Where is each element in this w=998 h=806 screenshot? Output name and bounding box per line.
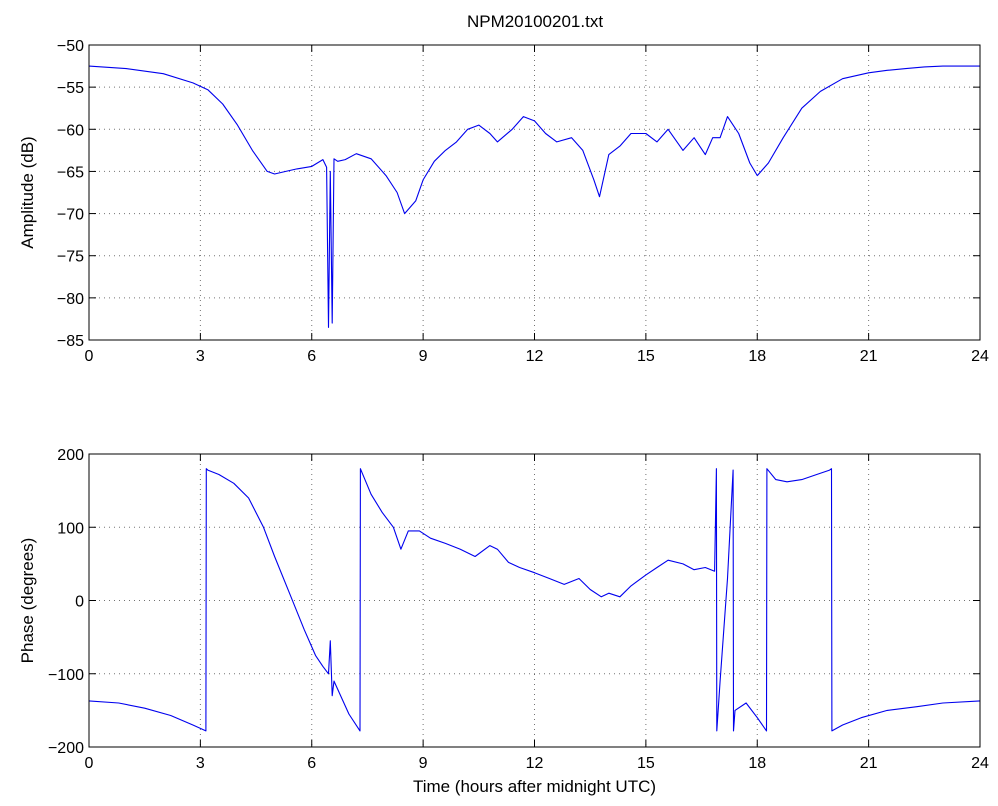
x-tick-label: 18	[748, 755, 766, 772]
y-tick-label: −50	[57, 38, 84, 55]
x-tick-label: 21	[860, 755, 878, 772]
y-tick-label: −85	[57, 333, 84, 350]
x-tick-label: 3	[196, 755, 205, 772]
x-tick-label: 9	[419, 755, 428, 772]
amplitude-series-line	[88, 65, 980, 328]
figure-title: NPM20100201.txt	[467, 12, 603, 31]
x-tick-label: 0	[85, 755, 94, 772]
y-tick-label: −200	[48, 740, 84, 757]
x-tick-label: 12	[526, 755, 544, 772]
y-tick-label: 100	[57, 520, 84, 537]
x-tick-label: 24	[971, 755, 989, 772]
amplitude-panel: 0 3 6 9 12 15 18 21 24 −85 −80 −75 −70 −65 −60 −55 −50 Am…	[18, 38, 989, 365]
y-tick-label: −65	[57, 164, 84, 181]
y-tick-label: −60	[57, 122, 84, 139]
phase-panel: 0 3 6 9 12 15 18 21 24 −200 −100 0 100 200 Phase (degr…	[18, 447, 989, 796]
x-tick-label: 0	[85, 348, 94, 365]
x-tick-label: 24	[971, 348, 989, 365]
y-tick-label: −75	[57, 249, 84, 266]
y-tick-label: −100	[48, 667, 84, 684]
y-tick-label: 200	[57, 447, 84, 464]
phase-series-line	[88, 468, 981, 732]
x-axis-title: Time (hours after midnight UTC)	[413, 777, 656, 796]
x-tick-label: 6	[307, 348, 316, 365]
x-tick-label: 6	[307, 755, 316, 772]
y-tick-label: 0	[75, 594, 84, 611]
x-tick-label: 18	[748, 348, 766, 365]
x-tick-label: 15	[637, 755, 655, 772]
x-tick-label: 12	[526, 348, 544, 365]
y-tick-label: −55	[57, 80, 84, 97]
x-tick-label: 3	[196, 348, 205, 365]
y-axis-title: Phase (degrees)	[18, 538, 37, 664]
x-tick-label: 21	[860, 348, 878, 365]
y-tick-label: −70	[57, 207, 84, 224]
y-tick-label: −80	[57, 291, 84, 308]
x-tick-label: 15	[637, 348, 655, 365]
x-tick-label: 9	[419, 348, 428, 365]
y-axis-title: Amplitude (dB)	[18, 136, 37, 248]
